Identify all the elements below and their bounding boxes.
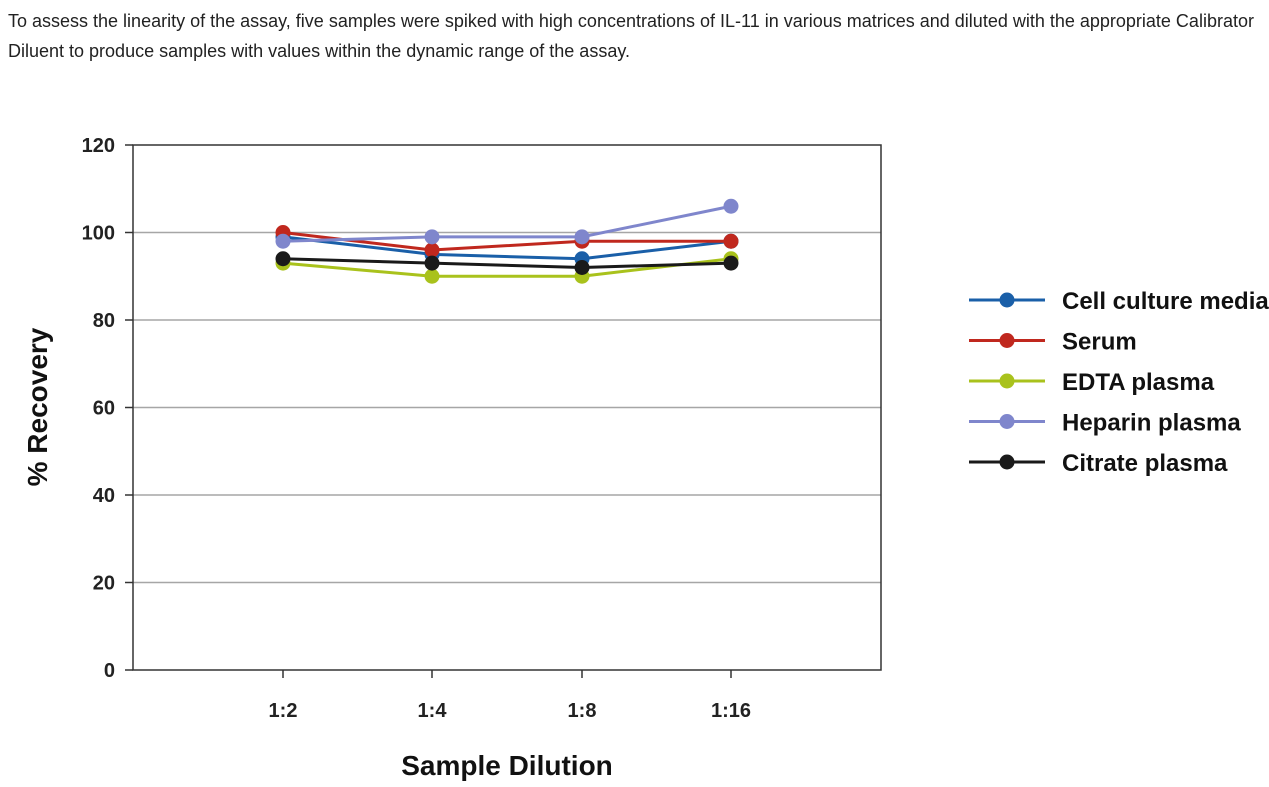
legend-item: Citrate plasma bbox=[969, 450, 1228, 477]
x-axis-title: Sample Dilution bbox=[401, 750, 613, 781]
legend-label: EDTA plasma bbox=[1062, 369, 1215, 396]
x-tick-label: 1:2 bbox=[269, 700, 298, 722]
series-4 bbox=[275, 251, 739, 275]
legend-marker bbox=[999, 373, 1015, 389]
series-1 bbox=[275, 225, 739, 258]
legend-marker bbox=[999, 292, 1015, 308]
legend-label: Heparin plasma bbox=[1062, 410, 1241, 437]
data-point bbox=[275, 251, 291, 267]
series-line bbox=[282, 235, 732, 261]
data-point bbox=[424, 268, 440, 284]
data-point bbox=[723, 255, 739, 271]
data-point bbox=[574, 229, 590, 245]
legend-item: Heparin plasma bbox=[969, 410, 1241, 437]
y-tick-label: 40 bbox=[93, 485, 115, 507]
axes: 0 20 40 60 80 100 120 1:2 1:4 1:8 1:16 bbox=[82, 135, 751, 722]
legend-item: Cell culture media bbox=[969, 288, 1269, 315]
series-line bbox=[282, 257, 732, 278]
data-point bbox=[424, 229, 440, 245]
data-point bbox=[275, 233, 291, 249]
legend-label: Serum bbox=[1062, 329, 1137, 356]
y-tick-label: 120 bbox=[82, 135, 115, 157]
y-tick-label: 60 bbox=[93, 398, 115, 420]
data-point bbox=[723, 198, 739, 214]
series-line bbox=[282, 257, 732, 270]
legend-marker bbox=[999, 333, 1015, 348]
legend: Cell culture media Serum EDTA plasma Hepari… bbox=[969, 288, 1269, 477]
data-point bbox=[424, 242, 440, 258]
legend-item: EDTA plasma bbox=[969, 369, 1215, 396]
data-point bbox=[424, 255, 440, 271]
y-tick-label: 80 bbox=[93, 310, 115, 332]
data-point bbox=[574, 260, 590, 275]
series-3 bbox=[275, 198, 739, 249]
grid-lines bbox=[133, 231, 881, 584]
y-tick-label: 20 bbox=[93, 573, 115, 595]
legend-label: Citrate plasma bbox=[1062, 450, 1228, 477]
intro-paragraph: To assess the linearity of the assay, fi… bbox=[8, 11, 1254, 61]
legend-marker bbox=[999, 454, 1015, 470]
legend-item: Serum bbox=[969, 329, 1137, 356]
legend-marker bbox=[999, 414, 1015, 429]
y-tick-label: 0 bbox=[104, 660, 115, 682]
series-line bbox=[282, 231, 731, 252]
x-tick-label: 1:16 bbox=[711, 700, 751, 722]
data-point bbox=[723, 233, 739, 249]
x-tick-label: 1:4 bbox=[418, 700, 448, 722]
legend-label: Cell culture media bbox=[1062, 288, 1269, 315]
series-line bbox=[282, 204, 732, 243]
y-tick-label: 100 bbox=[82, 223, 115, 245]
x-tick-label: 1:8 bbox=[568, 700, 597, 722]
y-axis-title: % Recovery bbox=[22, 327, 53, 486]
series-layer bbox=[275, 198, 739, 284]
